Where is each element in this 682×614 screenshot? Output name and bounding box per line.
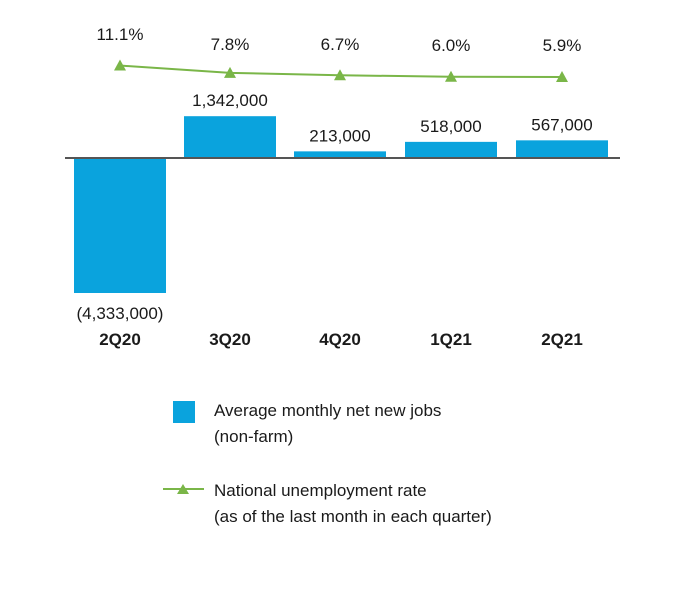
- bar-value-label-2Q20: (4,333,000): [77, 304, 164, 323]
- line-value-labels: 11.1% 7.8% 6.7% 6.0% 5.9%: [97, 25, 582, 55]
- legend-bars-line1: Average monthly net new jobs: [214, 401, 442, 420]
- bar-2Q20: [74, 158, 166, 293]
- bar-value-labels: (4,333,000) 1,342,000 213,000 518,000 567,00…: [77, 91, 593, 323]
- bar-value-label-2Q21: 567,000: [531, 115, 592, 134]
- category-labels: 2Q20 3Q20 4Q20 1Q21 2Q21: [99, 330, 583, 349]
- line-marker-4Q20: [334, 69, 346, 81]
- legend-line-line1: National unemployment rate: [214, 481, 427, 500]
- line-marker-2Q20: [114, 59, 126, 71]
- line-value-label-4Q20: 6.7%: [321, 35, 360, 54]
- bar-1Q21: [405, 141, 497, 158]
- line-value-label-2Q20: 11.1%: [97, 25, 144, 44]
- legend-bar-swatch: [173, 401, 195, 423]
- category-label-2Q20: 2Q20: [99, 330, 141, 349]
- line-marker-1Q21: [445, 70, 457, 82]
- category-label-1Q21: 1Q21: [430, 330, 472, 349]
- line-value-label-1Q21: 6.0%: [432, 36, 471, 55]
- legend-bars-line2: (non-farm): [214, 427, 294, 446]
- category-label-3Q20: 3Q20: [209, 330, 251, 349]
- legend-line-text: National unemployment rate (as of the la…: [214, 478, 492, 530]
- bar-4Q20: [294, 151, 386, 158]
- line-marker-2Q21: [556, 71, 568, 82]
- legend-triangle-marker-icon: [177, 484, 189, 494]
- bar-3Q20: [184, 116, 276, 158]
- line-value-label-2Q21: 5.9%: [543, 36, 582, 55]
- line-marker-3Q20: [224, 66, 236, 78]
- category-label-2Q21: 2Q21: [541, 330, 583, 349]
- line-value-label-3Q20: 7.8%: [211, 35, 250, 54]
- bar-series: [74, 116, 608, 293]
- legend-line-line2: (as of the last month in each quarter): [214, 507, 492, 526]
- bar-value-label-3Q20: 1,342,000: [192, 91, 268, 110]
- bar-value-label-4Q20: 213,000: [309, 126, 370, 145]
- bar-value-label-1Q21: 518,000: [420, 117, 481, 136]
- legend-bars-text: Average monthly net new jobs (non-farm): [214, 398, 441, 450]
- bar-2Q21: [516, 140, 608, 158]
- category-label-4Q20: 4Q20: [319, 330, 361, 349]
- line-series: [114, 59, 568, 82]
